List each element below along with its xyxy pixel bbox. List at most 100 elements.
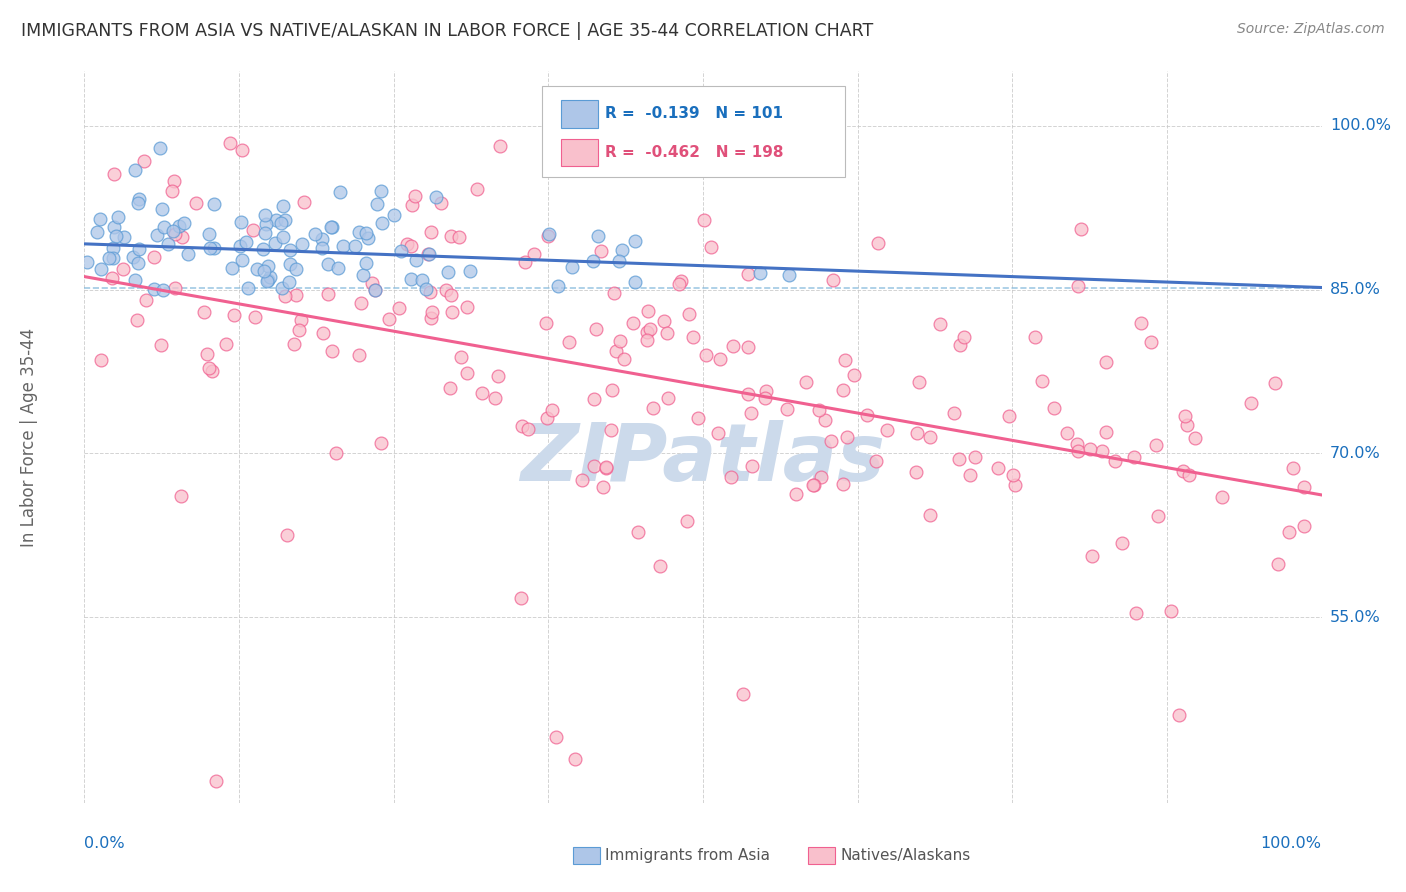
Point: [170, 490, 193, 504]
Point: [536, 411, 558, 425]
Point: [675, 514, 697, 528]
Point: [755, 384, 778, 398]
Point: [329, 185, 352, 199]
Point: [592, 480, 614, 494]
Point: [418, 247, 440, 261]
Point: [378, 311, 401, 326]
FancyBboxPatch shape: [574, 847, 600, 863]
Text: 0.0%: 0.0%: [84, 836, 125, 851]
Point: [429, 196, 451, 211]
Point: [561, 260, 583, 275]
Point: [1178, 467, 1201, 482]
Point: [236, 281, 259, 295]
Point: [557, 334, 579, 349]
Point: [304, 227, 326, 242]
Point: [316, 257, 339, 271]
Point: [440, 288, 463, 302]
Point: [103, 167, 125, 181]
Point: [740, 405, 762, 419]
Point: [132, 154, 155, 169]
Point: [128, 192, 150, 206]
Point: [998, 409, 1021, 423]
Point: [370, 436, 392, 450]
Point: [583, 392, 606, 406]
Point: [737, 267, 759, 281]
Text: ZIPatlas: ZIPatlas: [520, 420, 886, 498]
Point: [595, 461, 617, 475]
Point: [221, 260, 243, 275]
Point: [290, 313, 312, 327]
Point: [90, 262, 112, 277]
Point: [1282, 461, 1305, 475]
Point: [987, 461, 1010, 475]
Point: [354, 256, 377, 270]
Point: [678, 306, 700, 320]
Point: [401, 198, 423, 212]
Point: [274, 213, 297, 227]
Point: [835, 430, 858, 444]
Point: [263, 236, 285, 251]
Point: [149, 338, 172, 352]
Text: Source: ZipAtlas.com: Source: ZipAtlas.com: [1237, 22, 1385, 37]
Point: [312, 326, 335, 340]
Point: [682, 330, 704, 344]
Point: [820, 434, 842, 449]
Point: [808, 403, 831, 417]
Point: [652, 313, 675, 327]
Point: [517, 422, 540, 436]
Point: [1111, 535, 1133, 549]
Point: [326, 260, 349, 275]
Point: [321, 344, 343, 359]
Text: 85.0%: 85.0%: [1330, 282, 1381, 297]
Point: [292, 195, 315, 210]
Point: [613, 352, 636, 367]
Point: [657, 392, 679, 406]
Point: [471, 386, 494, 401]
Point: [419, 285, 441, 299]
Point: [607, 253, 630, 268]
Point: [418, 246, 440, 260]
Point: [415, 281, 437, 295]
Point: [271, 230, 294, 244]
Point: [876, 423, 898, 437]
Point: [486, 368, 509, 383]
Point: [246, 262, 269, 277]
Point: [218, 136, 240, 150]
Point: [1267, 557, 1289, 571]
Point: [1004, 478, 1026, 492]
Point: [90, 353, 112, 368]
Point: [737, 341, 759, 355]
Point: [458, 264, 481, 278]
Point: [354, 226, 377, 240]
Point: [586, 228, 609, 243]
Point: [953, 330, 976, 344]
Point: [1173, 464, 1195, 478]
Text: R =  -0.139   N = 101: R = -0.139 N = 101: [605, 106, 783, 121]
Point: [399, 271, 422, 285]
Point: [163, 174, 186, 188]
Point: [253, 264, 276, 278]
Point: [425, 190, 447, 204]
Point: [401, 239, 423, 253]
Point: [165, 281, 187, 295]
Point: [278, 275, 301, 289]
Point: [419, 310, 441, 325]
Point: [278, 243, 301, 257]
Point: [754, 391, 776, 405]
Point: [440, 305, 463, 319]
Point: [173, 216, 195, 230]
Point: [686, 411, 709, 425]
Point: [866, 235, 889, 250]
Point: [332, 239, 354, 253]
Point: [101, 271, 124, 285]
Point: [201, 364, 224, 378]
Point: [865, 454, 887, 468]
Point: [621, 316, 644, 330]
Point: [124, 162, 146, 177]
Point: [103, 241, 125, 255]
Point: [193, 304, 215, 318]
Point: [785, 487, 807, 501]
Point: [371, 216, 394, 230]
Point: [1240, 396, 1263, 410]
Point: [111, 262, 134, 277]
